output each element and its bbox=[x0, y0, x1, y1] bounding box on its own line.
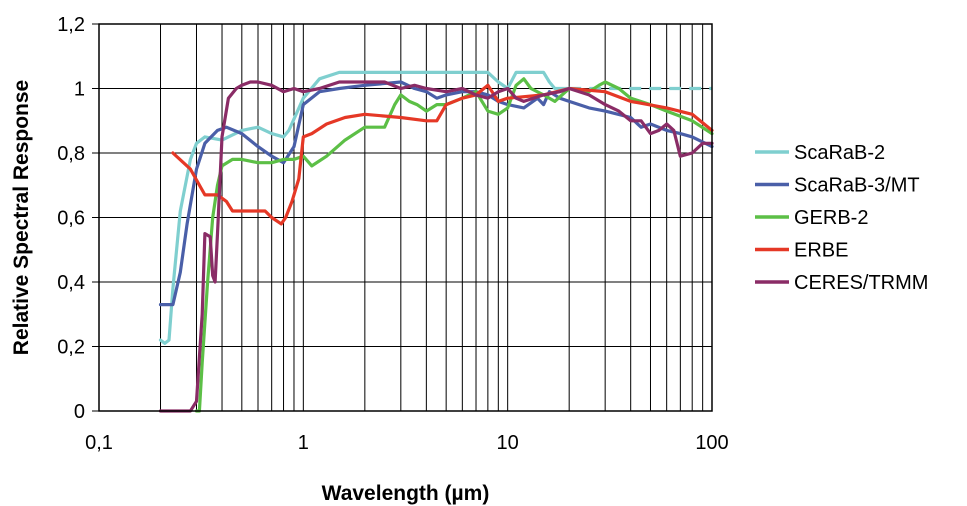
y-tick-label: 0 bbox=[74, 401, 85, 423]
x-tick-label: 10 bbox=[497, 432, 519, 454]
legend-label: ERBE bbox=[794, 240, 848, 262]
legend-label: CERES/TRMM bbox=[794, 272, 928, 294]
grid bbox=[99, 23, 712, 412]
y-tick-label: 0,6 bbox=[57, 208, 85, 230]
y-tick-label: 0,4 bbox=[57, 272, 85, 294]
legend: ScaRaB-2 ScaRaB-3/MT GERB-2 ERBE CERES/TRMM bbox=[755, 142, 928, 294]
x-tick-label: 1 bbox=[298, 432, 309, 454]
x-tick-label: 0,1 bbox=[85, 432, 113, 454]
y-tick-label: 1 bbox=[74, 79, 85, 101]
y-tick-label: 0,8 bbox=[57, 143, 85, 165]
series-line-4 bbox=[158, 80, 714, 413]
legend-label: GERB-2 bbox=[794, 207, 868, 229]
y-axis-title: Relative Spectral Response bbox=[10, 80, 33, 355]
x-axis-title: Wavelength (µm) bbox=[322, 482, 490, 505]
y-tick-label: 1,2 bbox=[57, 14, 85, 36]
tick-labels: 0 0,2 0,4 0,6 0,8 1 1,2 0,1 1 10 100 bbox=[57, 14, 729, 454]
legend-label: ScaRaB-2 bbox=[794, 142, 885, 164]
series-line-1 bbox=[158, 80, 714, 307]
series-line-0 bbox=[158, 70, 571, 345]
series-line-2 bbox=[194, 77, 714, 413]
legend-label: ScaRaB-3/MT bbox=[794, 175, 920, 197]
y-tick-label: 0,2 bbox=[57, 337, 85, 359]
series-lines bbox=[158, 70, 714, 413]
x-tick-label: 100 bbox=[695, 432, 728, 454]
